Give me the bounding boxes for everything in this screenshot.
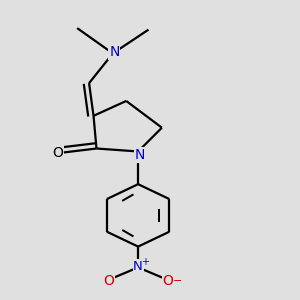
- Text: O: O: [103, 274, 114, 288]
- Text: N: N: [133, 260, 143, 273]
- Text: N: N: [109, 45, 119, 59]
- Text: N: N: [134, 148, 145, 162]
- Text: +: +: [141, 257, 148, 267]
- Text: −: −: [173, 276, 182, 286]
- Text: O: O: [162, 274, 173, 288]
- Text: O: O: [52, 146, 63, 160]
